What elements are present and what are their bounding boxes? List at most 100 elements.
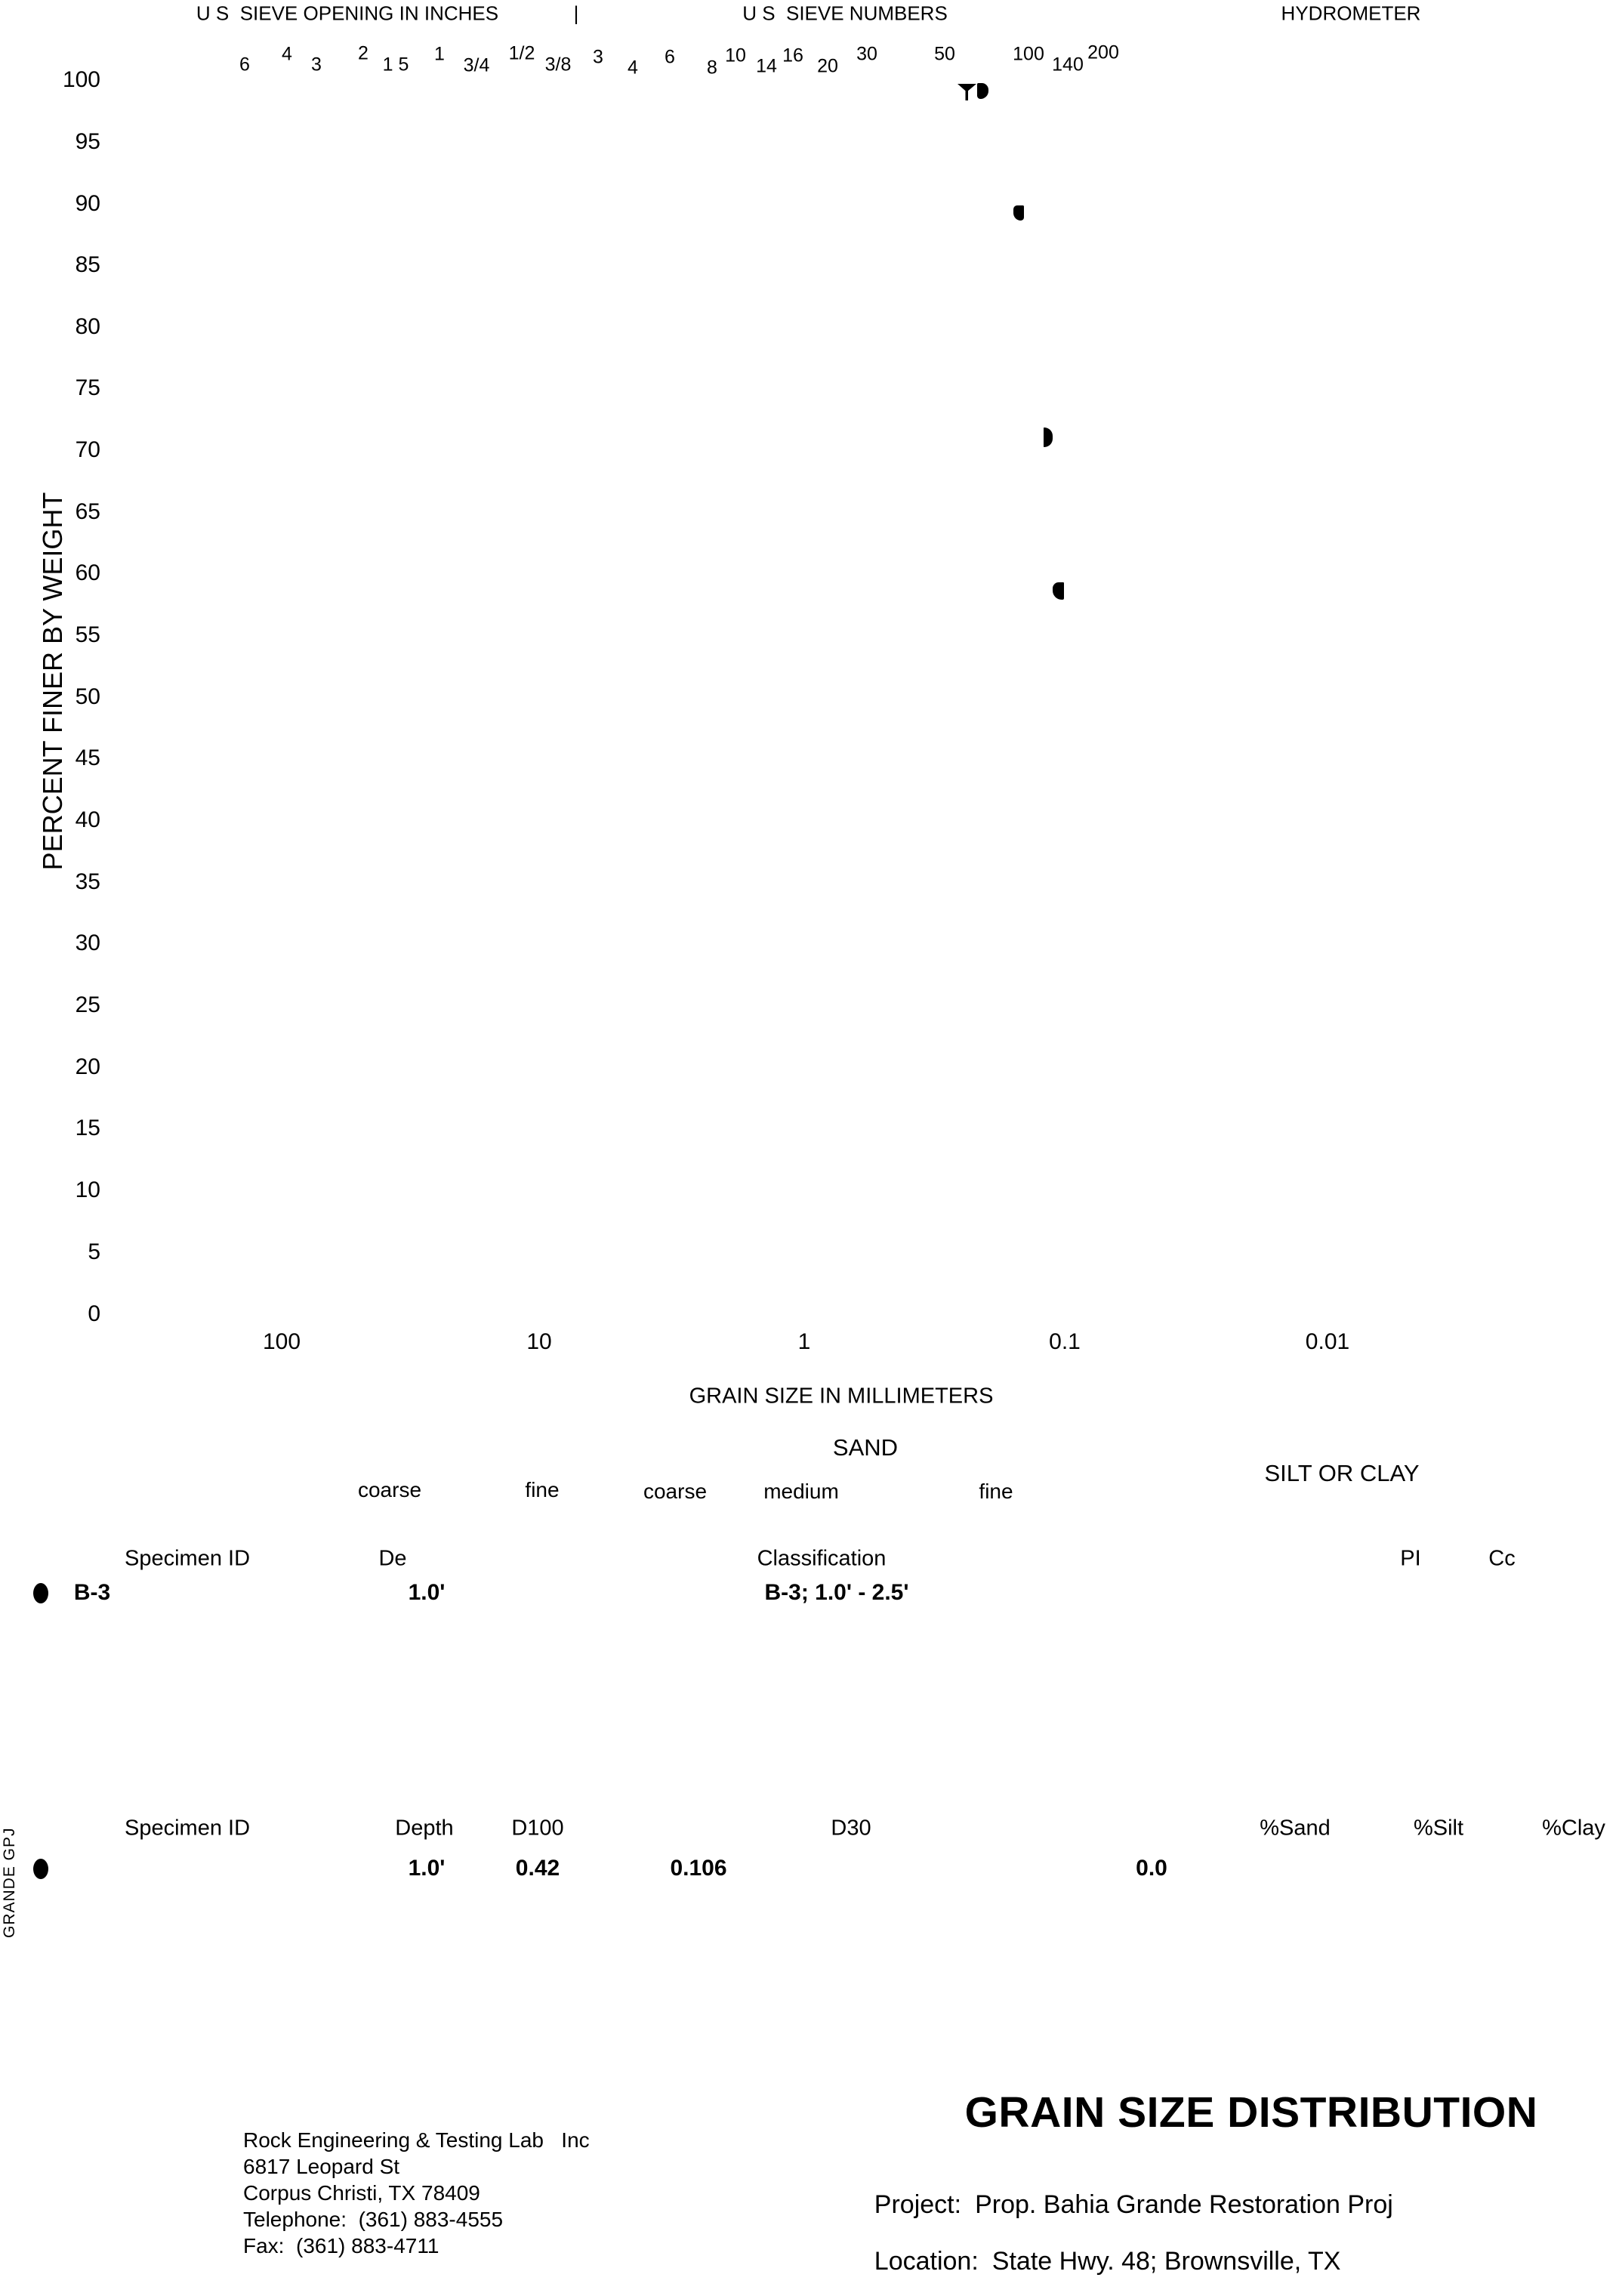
sieve-tick-label: 50 bbox=[934, 43, 955, 65]
x-tick-label: 100 bbox=[262, 1329, 301, 1354]
y-tick-label: 40 bbox=[75, 807, 100, 832]
silt-or-clay-band-label: SILT OR CLAY bbox=[1264, 1460, 1420, 1486]
project-line: Project: Prop. Bahia Grande Restoration P… bbox=[846, 2161, 1393, 2249]
sub-band-label: fine bbox=[525, 1478, 560, 1501]
y-tick-label: 75 bbox=[75, 375, 100, 400]
sieve-numbers-header: U S SIEVE NUMBERS bbox=[742, 2, 948, 25]
project-label: Project: bbox=[874, 2190, 962, 2219]
column-header: %Sand bbox=[1260, 1816, 1331, 1841]
sieve-tick-label: 14 bbox=[756, 55, 777, 77]
location-value: State Hwy. 48; Brownsville, TX bbox=[991, 2247, 1341, 2276]
table-cell: 1.0' bbox=[408, 1856, 446, 1881]
y-tick-label: 0 bbox=[88, 1301, 100, 1326]
sieve-tick-label: 200 bbox=[1087, 42, 1119, 63]
column-header: Specimen ID bbox=[124, 1816, 251, 1841]
project-value: Prop. Bahia Grande Restoration Proj bbox=[975, 2190, 1393, 2219]
y-tick-label: 5 bbox=[88, 1239, 100, 1264]
column-header: PI bbox=[1400, 1546, 1421, 1571]
sieve-opening-inches-header: U S SIEVE OPENING IN INCHES bbox=[196, 2, 499, 25]
sieve-tick-label: 6 bbox=[665, 46, 675, 68]
column-header: Specimen ID bbox=[124, 1546, 251, 1571]
sieve-tick-label: 3/4 bbox=[463, 54, 490, 76]
data-point-marker bbox=[1013, 205, 1024, 221]
table-cell: 0.106 bbox=[670, 1856, 727, 1881]
address-line: Telephone: (361) 883-4555 bbox=[243, 2208, 504, 2231]
table-cell: B-3 bbox=[73, 1580, 111, 1605]
gpj-file-side-label: GRANDE GPJ bbox=[1, 1827, 18, 1938]
sieve-tick-label: 6 bbox=[239, 54, 250, 76]
y-tick-label: 25 bbox=[75, 992, 100, 1017]
address-line: Rock Engineering & Testing Lab Inc bbox=[243, 2128, 590, 2152]
table-cell: 0.0 bbox=[1136, 1856, 1167, 1881]
header-separator: | bbox=[573, 2, 579, 25]
sieve-tick-label: 100 bbox=[1013, 43, 1044, 65]
specimen-marker-dot bbox=[33, 1583, 48, 1603]
location-label: Location: bbox=[874, 2247, 979, 2276]
y-tick-label: 45 bbox=[75, 745, 100, 770]
sieve-tick-label: 20 bbox=[817, 55, 838, 77]
address-line: Corpus Christi, TX 78409 bbox=[243, 2181, 480, 2205]
location-line: Location: State Hwy. 48; Brownsville, TX bbox=[846, 2217, 1341, 2296]
address-line: 6817 Leopard St bbox=[243, 2155, 400, 2178]
y-tick-label: 55 bbox=[75, 622, 100, 647]
sand-band-label: SAND bbox=[832, 1434, 899, 1461]
table-cell: 1.0' bbox=[408, 1580, 446, 1605]
x-tick-label: 1 bbox=[797, 1329, 811, 1354]
column-header: Cc bbox=[1488, 1546, 1516, 1571]
sub-band-label: coarse bbox=[357, 1478, 422, 1501]
sieve-tick-label: 1/2 bbox=[508, 42, 535, 64]
y-tick-label: 20 bbox=[75, 1054, 100, 1079]
y-tick-label: 90 bbox=[75, 191, 100, 216]
address-line: Fax: (361) 883-4711 bbox=[243, 2234, 439, 2257]
column-header: %Clay bbox=[1542, 1816, 1605, 1841]
sieve-tick-label: 4 bbox=[282, 43, 292, 65]
sieve-tick-label: 3/8 bbox=[544, 54, 572, 76]
sieve-tick-label: 140 bbox=[1052, 54, 1084, 76]
sub-band-label: fine bbox=[979, 1480, 1013, 1503]
y-tick-label: 95 bbox=[75, 129, 100, 154]
y-tick-label: 100 bbox=[62, 67, 100, 92]
sieve-tick-label: 1 bbox=[434, 43, 445, 65]
data-point-marker bbox=[1053, 582, 1064, 600]
sieve-tick-label: 10 bbox=[725, 45, 746, 66]
y-tick-label: 80 bbox=[75, 314, 100, 339]
y-tick-label: 15 bbox=[75, 1116, 100, 1140]
table-cell: B-3; 1.0' - 2.5' bbox=[764, 1580, 909, 1605]
number-line: Number:G111204 bbox=[846, 2270, 1088, 2296]
y-tick-label: 85 bbox=[75, 252, 100, 277]
sieve-tick-label: 1 5 bbox=[382, 54, 409, 76]
x-tick-label: 0.01 bbox=[1305, 1329, 1350, 1354]
sieve-tick-label: 4 bbox=[628, 57, 638, 79]
y-tick-label: 60 bbox=[75, 560, 100, 585]
y-tick-label: 35 bbox=[75, 869, 100, 894]
hydrometer-header: HYDROMETER bbox=[1281, 2, 1421, 25]
column-header: Depth bbox=[395, 1816, 454, 1841]
y-tick-label: 65 bbox=[75, 499, 100, 524]
column-header: D30 bbox=[831, 1816, 871, 1841]
data-point-marker bbox=[958, 84, 976, 100]
lab-address-block: Rock Engineering & Testing Lab Inc 6817 L… bbox=[243, 2127, 590, 2259]
x-axis-title: GRAIN SIZE IN MILLIMETERS bbox=[689, 1384, 994, 1409]
y-tick-label: 50 bbox=[75, 684, 100, 709]
x-tick-label: 10 bbox=[526, 1329, 552, 1354]
column-header: D100 bbox=[511, 1816, 564, 1841]
table-cell: 0.42 bbox=[515, 1856, 560, 1881]
x-tick-label: 0.1 bbox=[1049, 1329, 1081, 1354]
sieve-tick-label: 3 bbox=[593, 46, 603, 68]
y-tick-label: 10 bbox=[75, 1177, 100, 1202]
column-header: De bbox=[378, 1546, 407, 1571]
specimen-marker-dot bbox=[33, 1859, 48, 1879]
column-header: Classification bbox=[757, 1546, 887, 1571]
data-point-marker bbox=[1044, 427, 1053, 447]
y-tick-label: 30 bbox=[75, 930, 100, 955]
sieve-tick-label: 30 bbox=[856, 43, 877, 65]
sub-band-label: medium bbox=[763, 1480, 839, 1503]
data-point-marker bbox=[977, 83, 988, 99]
sub-band-label: coarse bbox=[643, 1480, 708, 1503]
sieve-tick-label: 2 bbox=[358, 42, 369, 64]
y-tick-label: 70 bbox=[75, 437, 100, 462]
sieve-tick-label: 8 bbox=[707, 57, 717, 79]
sieve-tick-label: 16 bbox=[782, 45, 803, 66]
sieve-tick-label: 3 bbox=[311, 54, 322, 76]
